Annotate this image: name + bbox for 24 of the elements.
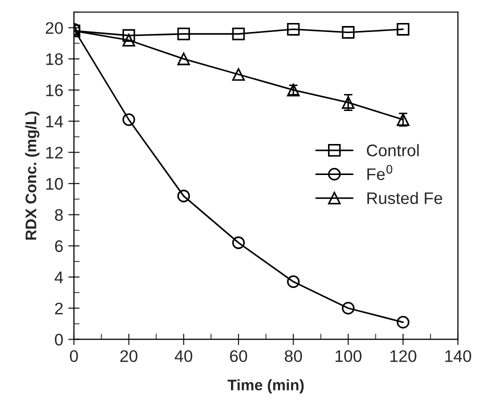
y-tick-label: 20	[46, 22, 63, 34]
x-tick-label: 0	[70, 350, 78, 362]
legend-label: Rusted Fe	[367, 192, 442, 204]
x-axis-title: Time (min)	[228, 379, 304, 394]
x-tick-label: 100	[336, 350, 362, 362]
x-tick-label: 120	[390, 350, 416, 362]
x-tick-label: 60	[230, 350, 248, 362]
y-tick-label: 6	[55, 240, 63, 252]
y-tick-label: 10	[46, 178, 63, 190]
y-tick-label: 12	[46, 146, 63, 158]
legend-label: Control	[366, 144, 419, 156]
y-tick-label: 18	[46, 53, 63, 66]
x-tick-label: 80	[284, 350, 302, 362]
y-axis-title: RDX Conc. (mg/L)	[25, 112, 40, 240]
legend-label: Fe$^{0}$	[367, 164, 392, 180]
x-tick-label: 140	[445, 350, 472, 362]
x-tick-label: 20	[120, 350, 138, 362]
y-tick-label: 8	[54, 209, 63, 221]
y-tick-label: 4	[54, 272, 64, 284]
y-tick-label: 14	[46, 116, 64, 128]
x-tick-label: 40	[174, 350, 192, 362]
y-tick-label: 0	[54, 334, 63, 346]
y-tick-label: 16	[46, 84, 63, 96]
y-tick-label: 2	[55, 302, 63, 314]
